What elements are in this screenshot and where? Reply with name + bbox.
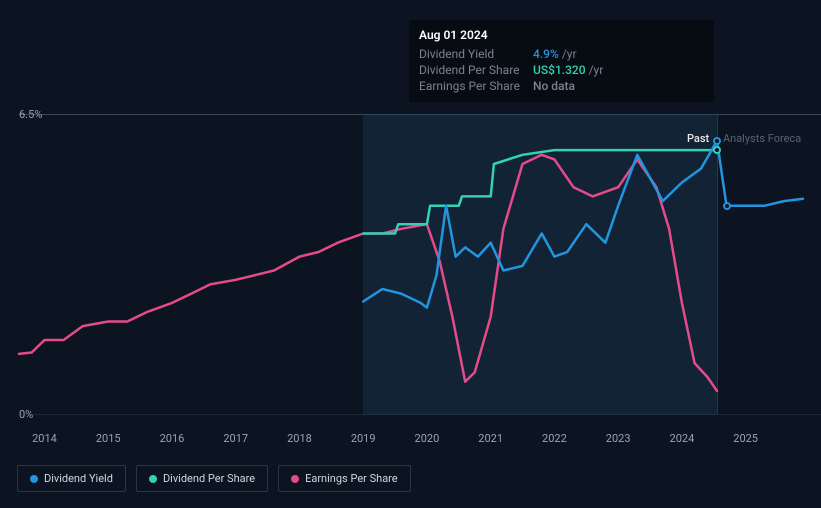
tooltip-value: US$1.320: [533, 63, 586, 77]
tooltip-row: Dividend Yield4.9%/yr: [419, 46, 704, 62]
x-tick-label: 2019: [351, 432, 376, 445]
x-tick-label: 2023: [606, 432, 631, 445]
legend-label: Dividend Per Share: [163, 472, 255, 485]
tooltip-key: Dividend Per Share: [419, 63, 533, 77]
tooltip-row: Earnings Per ShareNo data: [419, 78, 704, 94]
tooltip-date: Aug 01 2024: [419, 28, 704, 42]
x-tick-label: 2014: [32, 432, 57, 445]
dividend-chart: 6.5% 0% Past Analysts Foreca 20142015201…: [0, 0, 821, 508]
legend-label: Dividend Yield: [44, 472, 113, 485]
chart-legend: Dividend Yield Dividend Per Share Earnin…: [17, 465, 411, 492]
series-marker: [723, 202, 731, 210]
legend-dividend-per-share[interactable]: Dividend Per Share: [136, 465, 268, 492]
tooltip-value: 4.9%: [533, 47, 559, 61]
legend-label: Earnings Per Share: [305, 472, 398, 485]
series-marker: [713, 137, 721, 145]
tooltip-value: No data: [533, 79, 575, 93]
x-tick-label: 2015: [96, 432, 121, 445]
x-tick-label: 2024: [670, 432, 695, 445]
legend-dot-icon: [149, 475, 157, 483]
tooltip-key: Earnings Per Share: [419, 79, 533, 93]
x-tick-label: 2021: [478, 432, 503, 445]
tooltip-unit: /yr: [562, 47, 577, 61]
x-tick-label: 2018: [287, 432, 312, 445]
tooltip-unit: /yr: [589, 63, 604, 77]
tooltip-key: Dividend Yield: [419, 47, 533, 61]
legend-earnings-per-share[interactable]: Earnings Per Share: [278, 465, 411, 492]
series-marker: [713, 146, 721, 154]
legend-dividend-yield[interactable]: Dividend Yield: [17, 465, 126, 492]
legend-dot-icon: [30, 475, 38, 483]
hover-tooltip: Aug 01 2024 Dividend Yield4.9%/yrDividen…: [409, 20, 714, 102]
x-tick-label: 2022: [542, 432, 567, 445]
x-tick-label: 2016: [160, 432, 185, 445]
x-tick-label: 2025: [733, 432, 758, 445]
legend-dot-icon: [291, 475, 299, 483]
x-tick-label: 2017: [223, 432, 248, 445]
tooltip-row: Dividend Per ShareUS$1.320/yr: [419, 62, 704, 78]
x-tick-label: 2020: [415, 432, 440, 445]
